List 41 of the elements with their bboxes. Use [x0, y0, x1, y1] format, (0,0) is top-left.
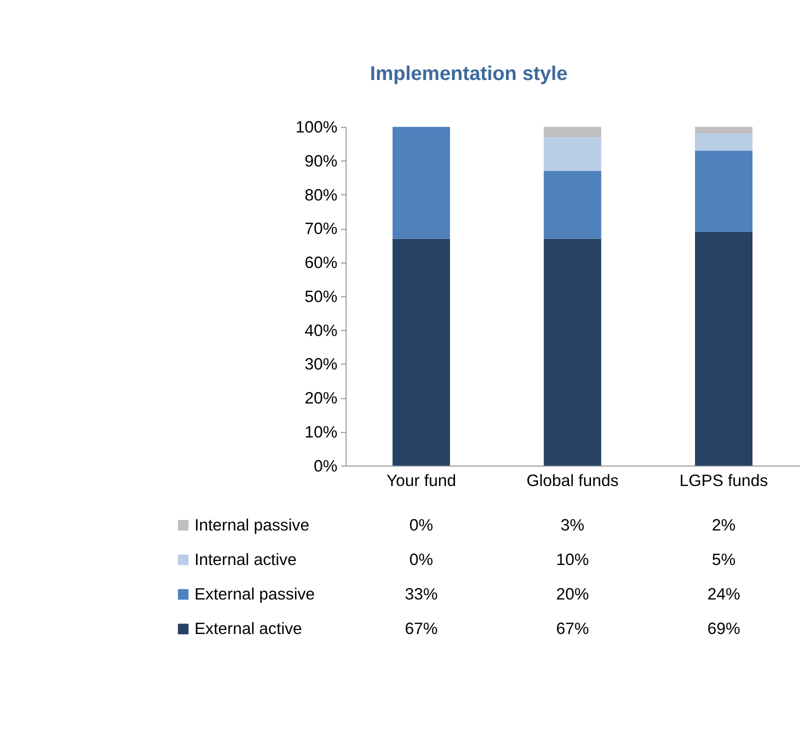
y-tick-label: 30%	[304, 356, 338, 374]
bar	[392, 126, 450, 239]
data-label: 69%	[707, 620, 740, 638]
data-label: 2%	[712, 516, 736, 534]
y-tick-label: 60%	[304, 254, 338, 272]
x-tick-label: LGPS funds	[680, 472, 768, 490]
y-tick-label: 0%	[314, 457, 338, 476]
data-label: 67%	[556, 620, 589, 638]
bar	[544, 238, 602, 466]
y-tick-label: 40%	[304, 322, 338, 340]
data-label: 67%	[404, 620, 438, 638]
y-tick-label: 90%	[304, 152, 338, 170]
bar	[544, 126, 602, 138]
y-tick-label: 50%	[304, 288, 338, 306]
data-label: 10%	[556, 551, 589, 570]
x-tick-label: Global funds	[526, 472, 619, 490]
data-label: 33%	[404, 586, 438, 604]
y-tick-label: 70%	[304, 220, 338, 238]
bar	[695, 134, 752, 151]
y-tick-label: 10%	[304, 423, 338, 442]
data-label: 3%	[560, 516, 584, 534]
bar	[695, 232, 752, 466]
data-label: 24%	[707, 586, 740, 604]
bar	[695, 150, 752, 232]
bar	[392, 238, 450, 466]
data-label: 0%	[409, 551, 434, 570]
legend-label: Internal passive	[194, 516, 310, 534]
bar	[544, 170, 602, 239]
legend-label: External active	[194, 620, 302, 638]
bar	[695, 126, 752, 134]
bar	[544, 137, 602, 171]
y-tick-label: 80%	[304, 186, 338, 204]
legend-label: External passive	[194, 586, 315, 604]
y-tick-label: 100%	[295, 118, 338, 137]
data-label: 5%	[712, 551, 736, 570]
chart-title: Implementation style	[370, 63, 568, 86]
data-label: 20%	[556, 586, 589, 604]
y-tick-label: 20%	[304, 390, 338, 408]
x-tick-label: Your fund	[386, 472, 456, 490]
data-label: 0%	[409, 516, 434, 534]
legend-label: Internal active	[194, 551, 297, 570]
